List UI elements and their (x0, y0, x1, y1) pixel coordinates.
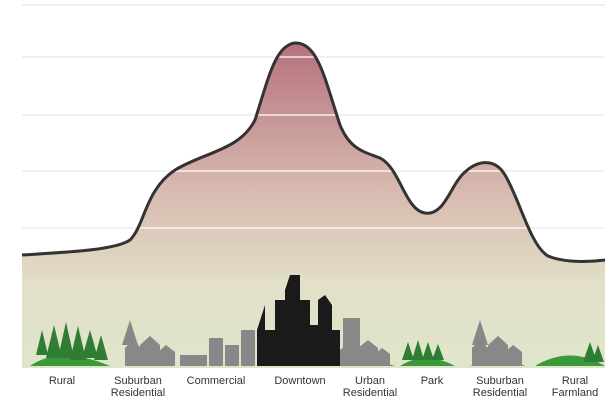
zone-label: Residential (343, 387, 397, 399)
page: {"labels": [["Rural"], ["Suburban", "Res… (0, 0, 615, 403)
zone-label: Farmland (552, 387, 598, 399)
zone-label: Park (421, 375, 444, 387)
zone-label: Rural (49, 375, 75, 387)
zone-label: Suburban (476, 375, 524, 387)
transect-diagram: RuralSuburbanResidentialCommercialDownto… (0, 0, 615, 403)
zone-label: Urban (355, 375, 385, 387)
zone-label: Residential (111, 387, 165, 399)
zone-label: Residential (473, 387, 527, 399)
zone-label: Commercial (187, 375, 246, 387)
zone-label: Rural (562, 375, 588, 387)
zone-label: Downtown (274, 375, 325, 387)
zone-label: Suburban (114, 375, 162, 387)
